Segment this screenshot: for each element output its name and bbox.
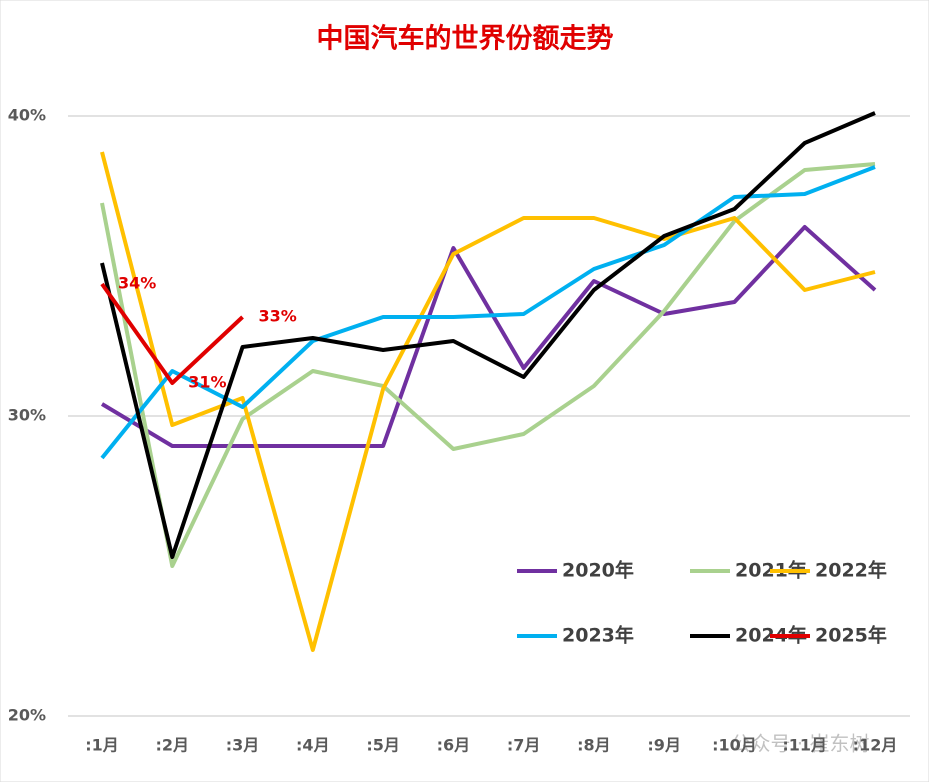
legend-label: 2025年 bbox=[815, 624, 887, 647]
y-tick-label: 40% bbox=[8, 106, 46, 125]
data-label: 33% bbox=[259, 307, 297, 326]
y-tick-label: 20% bbox=[8, 706, 46, 725]
x-tick-label: :7月 bbox=[507, 736, 541, 755]
x-tick-label: :3月 bbox=[226, 736, 260, 755]
x-tick-label: :2月 bbox=[155, 736, 189, 755]
series-line bbox=[100, 282, 244, 385]
x-tick-label: :4月 bbox=[296, 736, 330, 755]
watermark: 公众号 · 崔东树 bbox=[730, 732, 869, 756]
x-tick-label: :12月 bbox=[853, 736, 898, 755]
legend-label: 2020年 bbox=[562, 559, 634, 582]
x-tick-label: :6月 bbox=[437, 736, 471, 755]
data-label: 31% bbox=[188, 373, 226, 392]
x-tick-label: :9月 bbox=[647, 736, 681, 755]
series-line bbox=[100, 162, 876, 568]
x-tick-label: :10月 bbox=[712, 736, 757, 755]
x-tick-label: :11月 bbox=[782, 736, 827, 755]
x-tick-label: :1月 bbox=[85, 736, 119, 755]
legend-label: 2022年 bbox=[815, 559, 887, 582]
x-tick-label: :5月 bbox=[366, 736, 400, 755]
series-line bbox=[100, 111, 876, 559]
data-label: 34% bbox=[118, 274, 156, 293]
legend-label: 2023年 bbox=[562, 624, 634, 647]
x-tick-label: :8月 bbox=[577, 736, 611, 755]
chart-title: 中国汽车的世界份额走势 bbox=[317, 23, 614, 55]
y-tick-label: 30% bbox=[8, 406, 46, 425]
